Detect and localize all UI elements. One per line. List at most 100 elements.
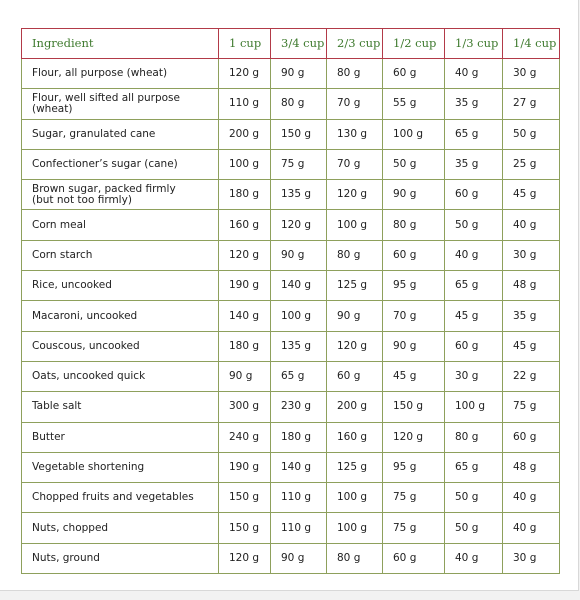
ingredient-name: Corn meal bbox=[32, 218, 86, 231]
value-cell: 65 g bbox=[444, 270, 503, 302]
ingredient-name: Vegetable shortening bbox=[32, 461, 145, 473]
value-cell: 50 g bbox=[502, 118, 560, 150]
value-cell: 95 g bbox=[382, 451, 445, 484]
ingredient-cell: Nuts, chopped bbox=[21, 512, 219, 544]
table-header-row: Ingredient 1 cup 3/4 cup 2/3 cup 1/2 cup… bbox=[21, 28, 560, 59]
table-row: Nuts, chopped 150 g 110 g 100 g 75 g 50 g 40 g bbox=[21, 512, 560, 544]
ingredient-cell: Couscous, uncooked bbox=[21, 330, 219, 362]
header-1-3-cup: 1/3 cup bbox=[444, 28, 503, 59]
value-cell: 35 g bbox=[444, 88, 503, 120]
table-row: Macaroni, uncooked 140 g 100 g 90 g 70 g 45 g… bbox=[21, 300, 560, 332]
value-cell: 100 g bbox=[382, 118, 445, 150]
value-cell: 90 g bbox=[326, 300, 383, 332]
ingredient-cell: Oats, uncooked quick bbox=[21, 360, 219, 393]
value-cell: 120 g bbox=[218, 239, 271, 272]
ingredient-cell: Flour, all purpose (wheat) bbox=[21, 57, 219, 90]
ingredient-name-line2: (but not too firmly) bbox=[32, 193, 132, 206]
value-cell: 90 g bbox=[382, 179, 445, 211]
value-cell: 30 g bbox=[502, 239, 560, 272]
value-cell: 180 g bbox=[218, 179, 271, 211]
value-cell: 40 g bbox=[502, 482, 560, 514]
value-cell: 140 g bbox=[270, 451, 327, 484]
ingredient-name: Confectioner’s sugar (cane) bbox=[32, 158, 178, 171]
value-cell: 90 g bbox=[382, 330, 445, 362]
value-cell: 180 g bbox=[270, 421, 327, 453]
value-cell: 60 g bbox=[382, 542, 445, 575]
ingredient-cell: Brown sugar, packed firmly (but not too f… bbox=[21, 179, 219, 211]
value-cell: 48 g bbox=[502, 451, 560, 484]
value-cell: 110 g bbox=[270, 482, 327, 514]
value-cell: 140 g bbox=[270, 270, 327, 302]
header-2-3-cup: 2/3 cup bbox=[326, 28, 383, 59]
value-cell: 27 g bbox=[502, 88, 560, 120]
ingredient-name: Butter bbox=[32, 430, 65, 443]
value-cell: 60 g bbox=[444, 179, 503, 211]
table-row: Confectioner’s sugar (cane) 100 g 75 g 70 g… bbox=[21, 148, 560, 181]
value-cell: 35 g bbox=[444, 148, 503, 181]
value-cell: 40 g bbox=[444, 239, 503, 272]
ingredient-name: Chopped fruits and vegetables bbox=[32, 491, 194, 504]
value-cell: 80 g bbox=[326, 57, 383, 90]
value-cell: 80 g bbox=[326, 239, 383, 272]
value-cell: 110 g bbox=[270, 512, 327, 544]
value-cell: 125 g bbox=[326, 451, 383, 484]
table-row: Couscous, uncooked 180 g 135 g 120 g 90 g 60 … bbox=[21, 330, 560, 362]
value-cell: 70 g bbox=[382, 300, 445, 332]
value-cell: 95 g bbox=[382, 270, 445, 302]
header-1-2-cup: 1/2 cup bbox=[382, 28, 445, 59]
ingredient-name: Table salt bbox=[32, 400, 82, 413]
ingredient-name: Flour, all purpose (wheat) bbox=[32, 67, 168, 80]
ingredient-cell: Table salt bbox=[21, 391, 219, 423]
value-cell: 50 g bbox=[444, 512, 503, 544]
ingredient-cell: Butter bbox=[21, 421, 219, 453]
value-cell: 80 g bbox=[270, 88, 327, 120]
value-cell: 190 g bbox=[218, 270, 271, 302]
table-row: Table salt 300 g 230 g 200 g 150 g 100 g 75 g bbox=[21, 391, 560, 423]
value-cell: 90 g bbox=[218, 360, 271, 393]
value-cell: 120 g bbox=[326, 330, 383, 362]
ingredient-name: Flour, well sifted all purpose (wheat) bbox=[32, 91, 180, 115]
value-cell: 60 g bbox=[382, 239, 445, 272]
value-cell: 160 g bbox=[326, 421, 383, 453]
value-cell: 70 g bbox=[326, 148, 383, 181]
value-cell: 45 g bbox=[444, 300, 503, 332]
value-cell: 50 g bbox=[444, 482, 503, 514]
ingredient-cell: Macaroni, uncooked bbox=[21, 300, 219, 332]
value-cell: 65 g bbox=[444, 451, 503, 484]
value-cell: 100 g bbox=[326, 209, 383, 241]
ingredient-name: Nuts, ground bbox=[32, 551, 100, 564]
value-cell: 130 g bbox=[326, 118, 383, 150]
value-cell: 60 g bbox=[502, 421, 560, 453]
value-cell: 200 g bbox=[326, 391, 383, 423]
ingredient-cell: Nuts, ground bbox=[21, 542, 219, 575]
ingredient-name: Couscous, uncooked bbox=[32, 339, 140, 352]
value-cell: 120 g bbox=[382, 421, 445, 453]
value-cell: 60 g bbox=[326, 360, 383, 393]
header-1-cup: 1 cup bbox=[218, 28, 271, 59]
value-cell: 40 g bbox=[444, 57, 503, 90]
value-cell: 125 g bbox=[326, 270, 383, 302]
value-cell: 150 g bbox=[270, 118, 327, 150]
value-cell: 48 g bbox=[502, 270, 560, 302]
table-row: Butter 240 g 180 g 160 g 120 g 80 g 60 g bbox=[21, 421, 560, 453]
value-cell: 40 g bbox=[444, 542, 503, 575]
ingredient-name: Macaroni, uncooked bbox=[32, 309, 138, 322]
value-cell: 240 g bbox=[218, 421, 271, 453]
value-cell: 90 g bbox=[270, 239, 327, 272]
ingredient-name: Oats, uncooked quick bbox=[32, 370, 146, 383]
value-cell: 80 g bbox=[382, 209, 445, 241]
value-cell: 50 g bbox=[382, 148, 445, 181]
value-cell: 230 g bbox=[270, 391, 327, 423]
value-cell: 90 g bbox=[270, 57, 327, 90]
value-cell: 75 g bbox=[382, 482, 445, 514]
value-cell: 40 g bbox=[502, 209, 560, 241]
table-row: Corn meal 160 g 120 g 100 g 80 g 50 g 40 g bbox=[21, 209, 560, 241]
value-cell: 110 g bbox=[218, 88, 271, 120]
table-row: Brown sugar, packed firmly (but not too f… bbox=[21, 179, 560, 211]
table-row: Corn starch 120 g 90 g 80 g 60 g 40 g 30 g bbox=[21, 239, 560, 272]
value-cell: 22 g bbox=[502, 360, 560, 393]
value-cell: 120 g bbox=[326, 179, 383, 211]
